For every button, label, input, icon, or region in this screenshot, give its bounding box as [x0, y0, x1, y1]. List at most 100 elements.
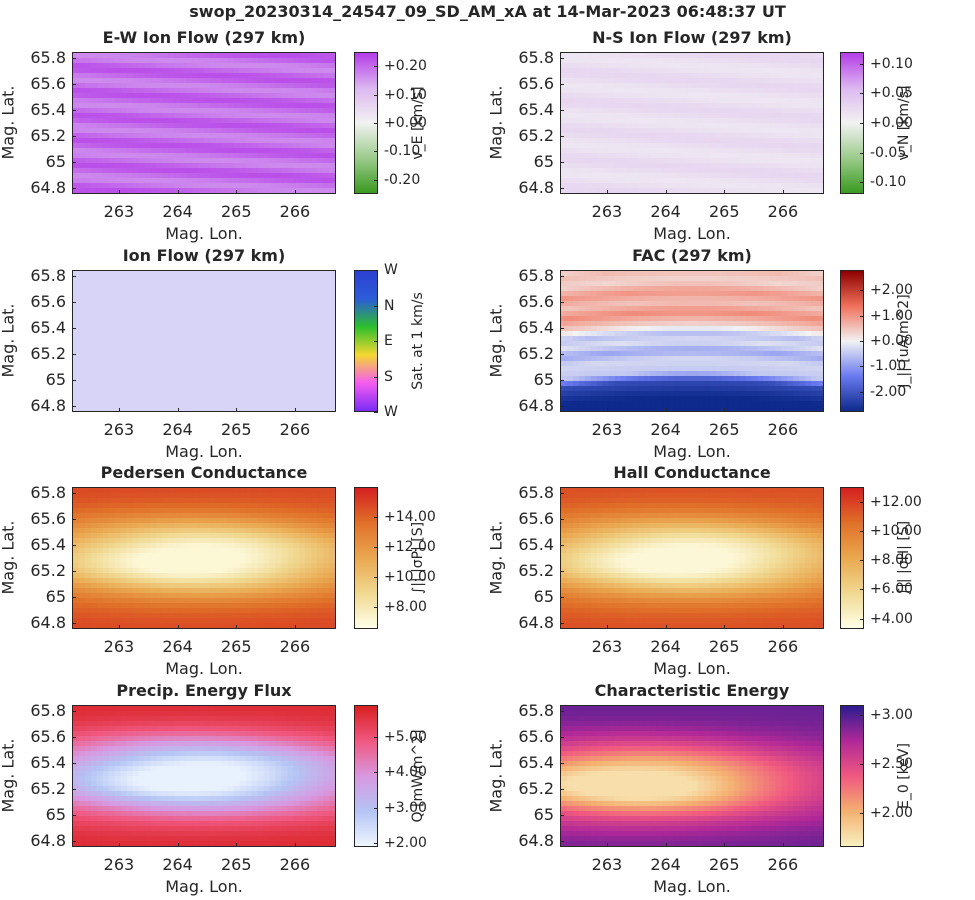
heatmap-cell: [566, 311, 574, 317]
heatmap-cell: [227, 311, 235, 317]
heatmap-cell: [299, 321, 306, 327]
heatmap-cell: [275, 113, 282, 119]
heatmap-cell: [287, 88, 294, 94]
heatmap-cell: [120, 118, 128, 124]
heatmap-cell: [96, 123, 104, 129]
heatmap-cell: [168, 346, 175, 352]
heatmap-cell: [757, 351, 765, 357]
heatmap-cell: [721, 396, 729, 402]
heatmap-cell: [287, 351, 294, 357]
heatmap-cell: [775, 118, 782, 124]
heatmap-plot[interactable]: [72, 52, 336, 194]
heatmap-cell: [120, 296, 128, 302]
heatmap-cell: [281, 281, 288, 287]
heatmap-cell: [233, 113, 241, 119]
heatmap-cell: [287, 103, 294, 109]
heatmap-cell: [78, 401, 86, 407]
heatmap-cell: [311, 98, 318, 104]
heatmap-cell: [227, 286, 235, 292]
heatmap-cell: [799, 118, 806, 124]
heatmap-cell: [590, 123, 598, 129]
heatmap-cell: [590, 103, 598, 109]
heatmap-cell: [697, 83, 705, 89]
heatmap-cell: [96, 143, 104, 149]
heatmap-cell: [811, 168, 818, 174]
heatmap-cell: [638, 123, 645, 129]
heatmap-cell: [263, 178, 271, 184]
heatmap-cell: [745, 396, 753, 402]
heatmap-plot[interactable]: [560, 52, 824, 194]
heatmap-plot[interactable]: [560, 270, 824, 412]
heatmap-cell: [287, 326, 294, 332]
heatmap-cell: [608, 341, 616, 347]
heatmap-cell: [650, 103, 657, 109]
heatmap-cell: [715, 93, 723, 99]
heatmap-cell: [132, 271, 140, 277]
heatmap-cell: [275, 128, 282, 134]
heatmap-cell: [132, 336, 140, 342]
heatmap-cell: [198, 188, 205, 193]
heatmap-cell: [73, 281, 80, 287]
heatmap-cell: [561, 98, 568, 104]
heatmap-cell: [144, 271, 151, 277]
heatmap-plot[interactable]: [72, 270, 336, 412]
heatmap-cell: [805, 188, 812, 193]
heatmap-cell: [584, 188, 592, 193]
heatmap-cell: [233, 386, 241, 392]
heatmap-cell: [186, 113, 193, 119]
heatmap-cell: [144, 83, 151, 89]
heatmap-cell: [644, 351, 651, 357]
heatmap-cell: [733, 138, 741, 144]
heatmap-cell: [323, 93, 330, 99]
heatmap-cell: [697, 281, 705, 287]
heatmap-cell: [656, 311, 663, 317]
heatmap-cell: [620, 93, 628, 99]
heatmap-cell: [209, 128, 217, 134]
heatmap-cell: [561, 376, 568, 382]
heatmap-cell: [686, 88, 693, 94]
heatmap-cell: [799, 103, 806, 109]
heatmap-cell: [787, 168, 794, 174]
heatmap-cell: [787, 128, 794, 134]
heatmap-cell: [168, 366, 175, 372]
heatmap-cell: [638, 158, 645, 164]
heatmap-cell: [126, 178, 134, 184]
heatmap-cell: [329, 291, 335, 297]
heatmap-cell: [817, 53, 823, 59]
heatmap-cell: [656, 391, 663, 397]
heatmap-cell: [775, 178, 782, 184]
heatmap-cell: [156, 291, 163, 297]
heatmap-cell: [263, 306, 271, 312]
heatmap-cell: [299, 123, 306, 129]
heatmap-cell: [263, 173, 271, 179]
heatmap-cell: [817, 78, 823, 84]
heatmap-cell: [108, 326, 116, 332]
heatmap-cell: [739, 173, 747, 179]
heatmap-cell: [251, 173, 259, 179]
heatmap-cell: [120, 366, 128, 372]
heatmap-cell: [108, 83, 116, 89]
heatmap-cell: [102, 118, 110, 124]
heatmap-cell: [644, 148, 651, 154]
heatmap-cell: [727, 306, 735, 312]
heatmap-cell: [156, 78, 163, 84]
heatmap-cell: [144, 123, 151, 129]
heatmap-cell: [168, 128, 175, 134]
y-tick-mark: [72, 110, 76, 112]
heatmap-cell: [174, 158, 181, 164]
heatmap-cell: [727, 138, 735, 144]
heatmap-cell: [727, 401, 735, 407]
heatmap-cell: [186, 143, 193, 149]
heatmap-cell: [138, 53, 146, 59]
heatmap-cell: [584, 321, 592, 327]
heatmap-cell: [162, 83, 169, 89]
heatmap-cell: [239, 153, 247, 159]
heatmap-cell: [817, 138, 823, 144]
heatmap-cell: [132, 73, 140, 79]
heatmap-cell: [757, 113, 765, 119]
heatmap-cell: [668, 336, 675, 342]
heatmap-cell: [162, 148, 169, 154]
heatmap-cell: [215, 341, 223, 347]
heatmap-cell: [620, 63, 628, 69]
heatmap-cell: [263, 341, 271, 347]
